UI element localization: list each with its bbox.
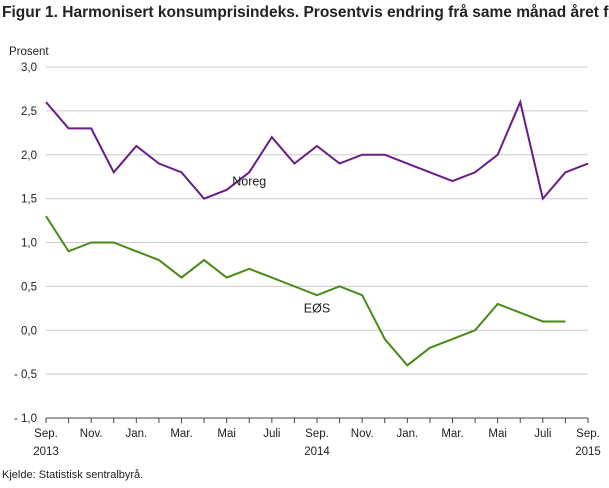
y-tick-label: 0,5: [21, 281, 37, 293]
y-tick-label: - 0,5: [14, 369, 37, 381]
series-label-eos: EØS: [304, 302, 330, 316]
x-tick-year: 2015: [575, 446, 601, 458]
y-tick-label: 2,5: [21, 106, 37, 118]
x-tick-label: Sep.: [305, 428, 329, 440]
x-tick-label: Nov.: [80, 428, 103, 440]
x-tick-label: Mar.: [441, 428, 463, 440]
series-line-noreg: [45, 98, 589, 201]
y-tick-label: 3,0: [21, 62, 37, 74]
y-tick-label: 1,0: [21, 238, 37, 250]
x-tick-label: Juli: [263, 428, 280, 440]
source-note: Kjelde: Statistisk sentralbyrå.: [2, 469, 144, 481]
x-tick-label: Mai: [488, 428, 507, 440]
x-tick-label: Nov.: [351, 428, 374, 440]
x-tick-label: Jan.: [396, 428, 418, 440]
series-label-noreg: Noreg: [232, 174, 266, 188]
x-tick-label: Sep.: [34, 428, 58, 440]
x-tick-year: 2014: [304, 446, 330, 458]
chart-title: Figur 1. Harmonisert konsumprisindeks. P…: [2, 4, 609, 21]
y-tick-label: 0,0: [21, 325, 37, 337]
y-tick-label: 1,5: [21, 194, 37, 206]
x-tick-label: Sep.: [576, 428, 600, 440]
x-tick-year: 2013: [33, 446, 59, 458]
y-axis-title: Prosent: [9, 46, 49, 58]
x-tick-label: Mar.: [170, 428, 192, 440]
y-tick-label: 2,0: [21, 150, 37, 162]
x-tick-label: Juli: [534, 428, 551, 440]
series-line-eos: [45, 215, 566, 367]
y-tick-label: - 1,0: [14, 413, 37, 425]
x-tick-label: Jan.: [125, 428, 147, 440]
x-tick-label: Mai: [217, 428, 236, 440]
